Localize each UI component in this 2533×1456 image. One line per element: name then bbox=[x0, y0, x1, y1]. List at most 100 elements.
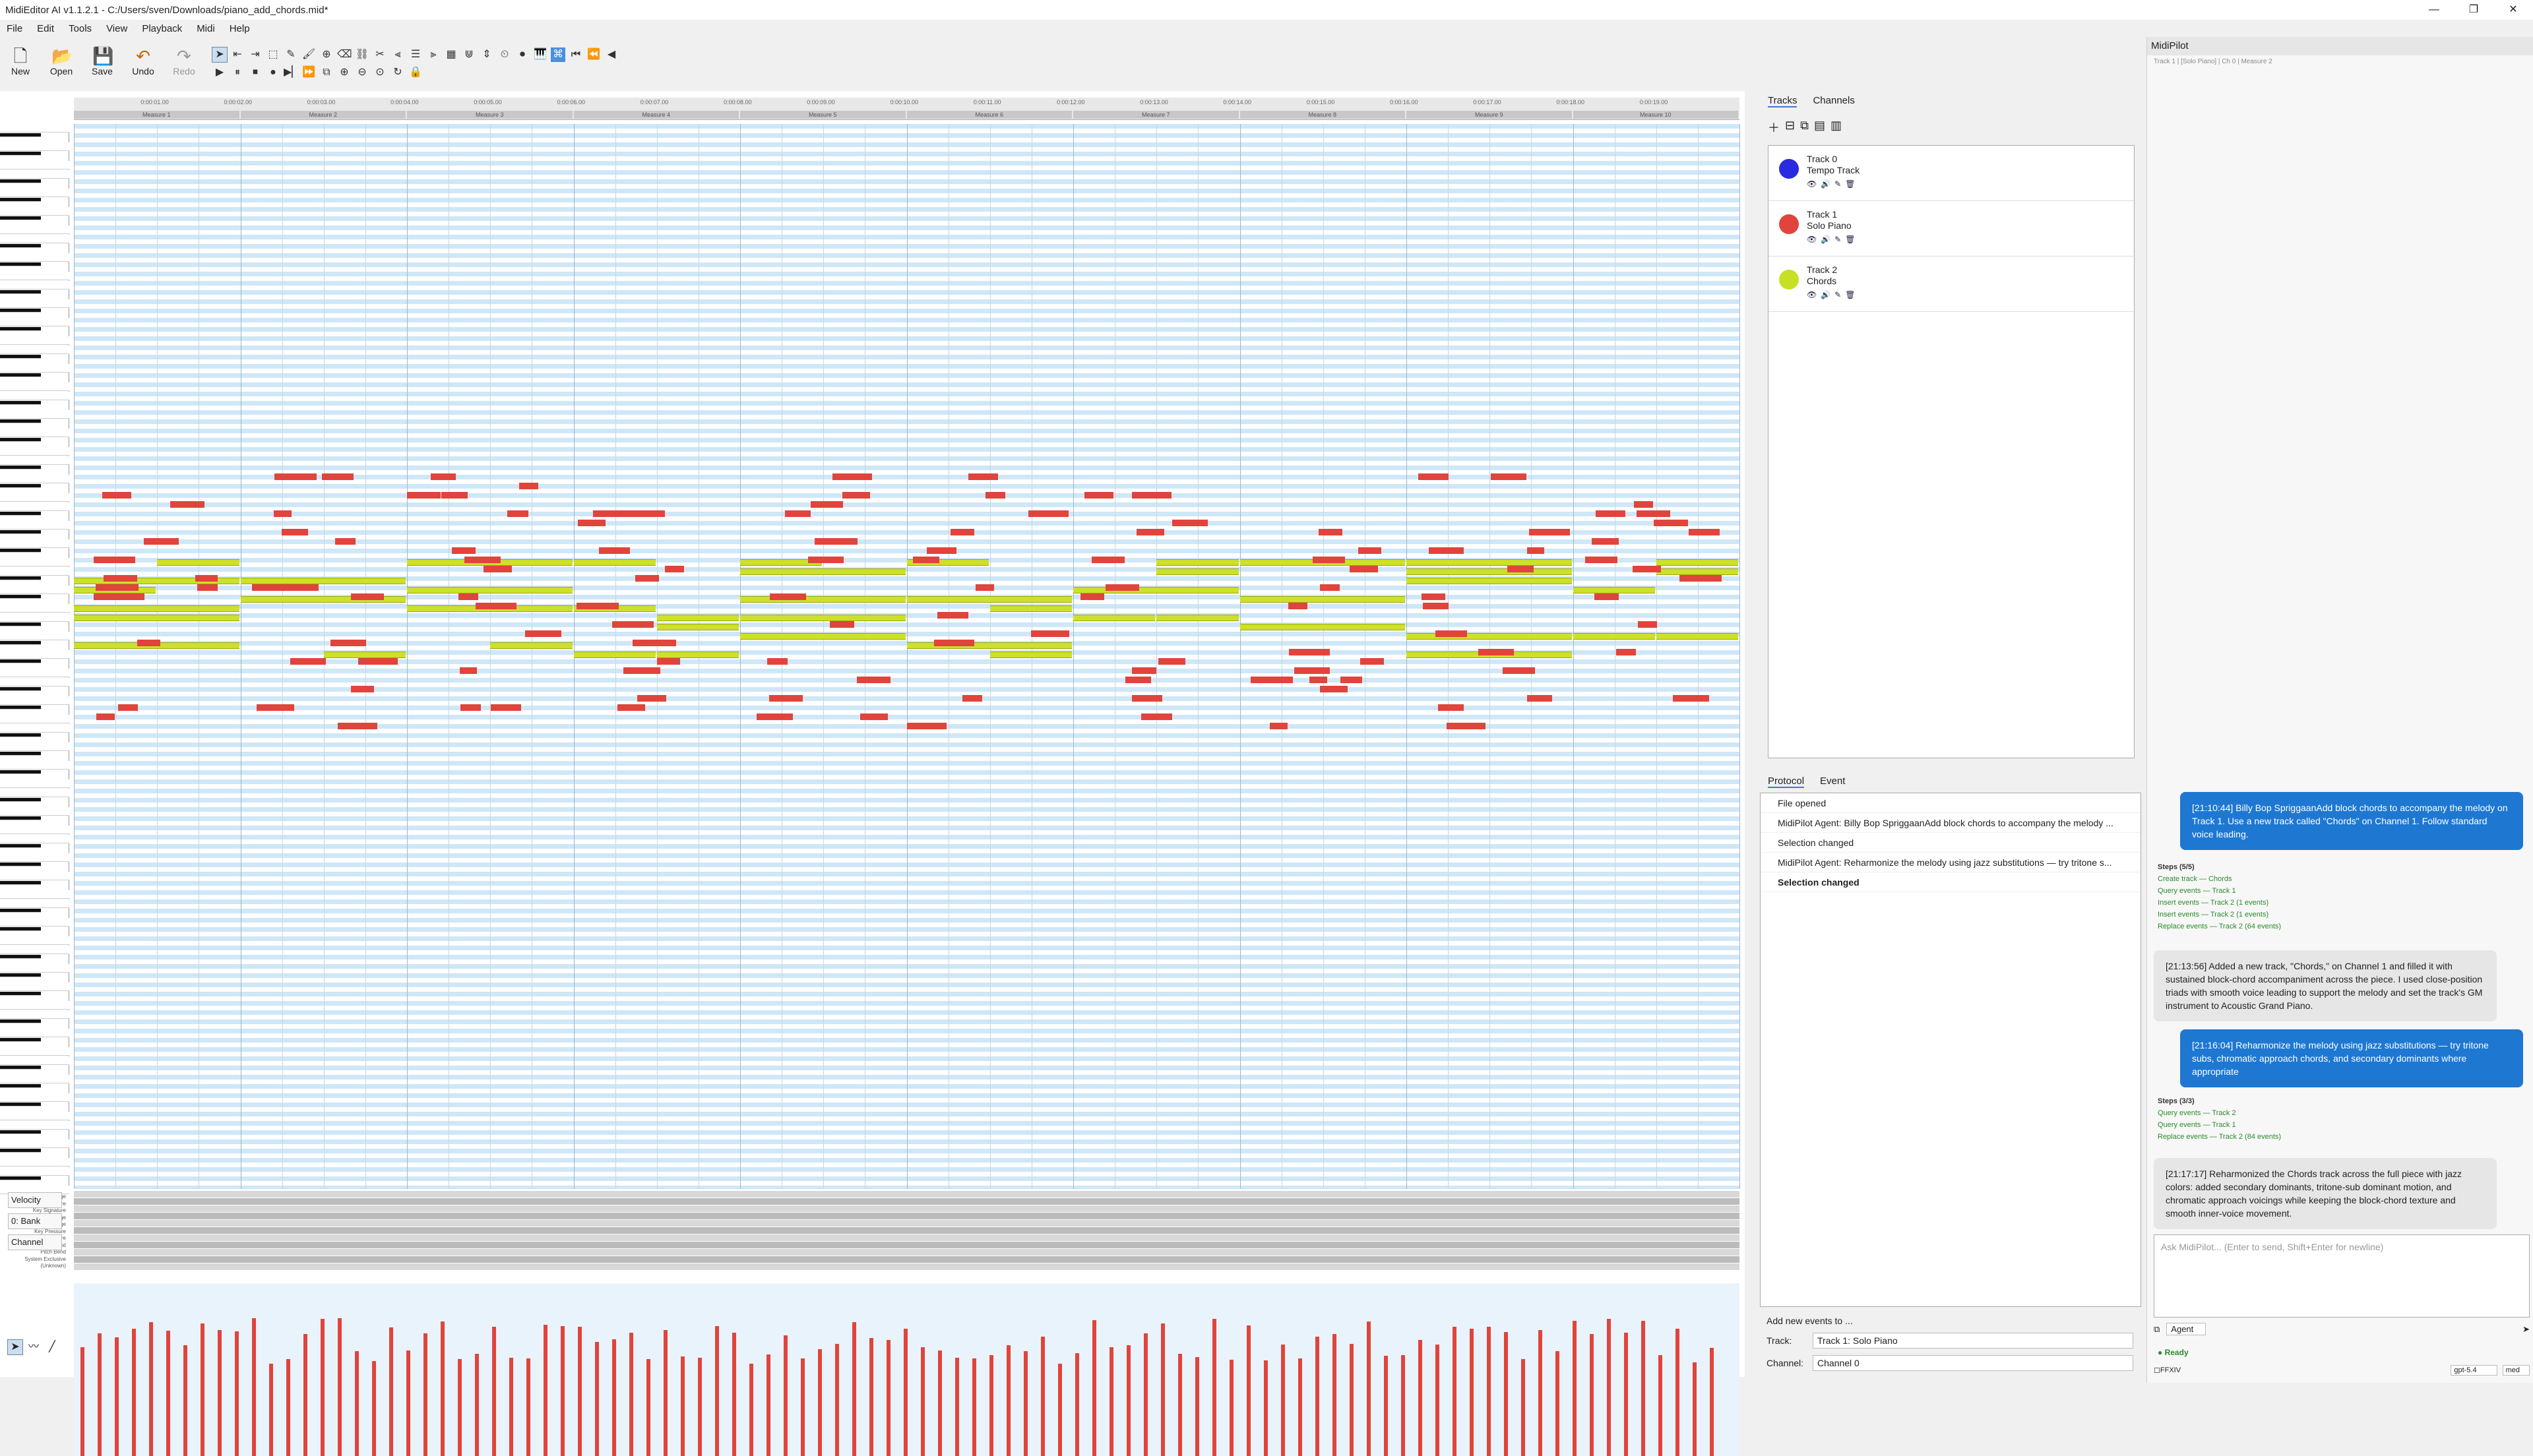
melody-note[interactable] bbox=[1288, 603, 1308, 609]
add-track-icon[interactable]: ＋ bbox=[1768, 119, 1780, 136]
piano-key[interactable] bbox=[0, 198, 41, 202]
piano-key[interactable] bbox=[0, 604, 69, 613]
bank-select[interactable]: 0: Bank bbox=[8, 1213, 62, 1229]
protocol-item[interactable]: MidiPilot Agent: Reharmonize the melody … bbox=[1761, 853, 2141, 872]
remove-track-icon[interactable]: ⊟ bbox=[1785, 119, 1795, 136]
align-center-icon[interactable]: ☰ bbox=[408, 47, 423, 62]
align-left-icon[interactable]: ⫷ bbox=[391, 47, 405, 62]
piano-key[interactable] bbox=[0, 936, 69, 945]
save-button[interactable]: 💾 Save bbox=[82, 40, 123, 76]
piano-key[interactable] bbox=[0, 272, 69, 280]
velocity-bar[interactable] bbox=[1453, 1327, 1456, 1456]
menu-file[interactable]: File bbox=[7, 23, 22, 34]
melody-note[interactable] bbox=[842, 492, 870, 499]
melody-note[interactable] bbox=[1689, 529, 1720, 535]
piano-key[interactable] bbox=[0, 1029, 69, 1037]
piano-key[interactable] bbox=[0, 1112, 69, 1120]
melody-note[interactable] bbox=[577, 603, 619, 609]
velocity-bar[interactable] bbox=[544, 1325, 547, 1456]
velocity-bar[interactable] bbox=[1607, 1319, 1611, 1456]
channel-select[interactable]: Channel bbox=[8, 1234, 62, 1250]
piano-key[interactable] bbox=[0, 1167, 69, 1176]
melody-note[interactable] bbox=[1320, 584, 1340, 591]
event-lane[interactable] bbox=[74, 1227, 1739, 1234]
forward-icon[interactable]: ▶▏ bbox=[284, 65, 298, 80]
open-button[interactable]: 📂 Open bbox=[41, 40, 82, 76]
piano-key[interactable] bbox=[0, 816, 41, 820]
velocity-bar[interactable] bbox=[458, 1359, 462, 1456]
event-lane[interactable] bbox=[74, 1213, 1739, 1219]
velocity-bar[interactable] bbox=[389, 1327, 393, 1456]
piano-key[interactable] bbox=[0, 613, 69, 622]
mode-select[interactable]: Agent bbox=[2166, 1323, 2206, 1335]
track-select[interactable]: Track 1: Solo Piano bbox=[1813, 1333, 2133, 1349]
melody-note[interactable] bbox=[330, 640, 366, 646]
piano-key[interactable] bbox=[0, 641, 41, 645]
piano-key[interactable] bbox=[0, 253, 69, 262]
piano-key[interactable] bbox=[0, 632, 69, 640]
chord-note[interactable] bbox=[657, 624, 739, 630]
chord-note[interactable] bbox=[1656, 633, 1738, 640]
melody-note[interactable] bbox=[1447, 723, 1485, 729]
velocity-bar[interactable] bbox=[1521, 1359, 1525, 1456]
piano-key[interactable] bbox=[0, 576, 41, 580]
velocity-bar[interactable] bbox=[1590, 1334, 1594, 1456]
melody-note[interactable] bbox=[118, 704, 137, 711]
piano-key[interactable] bbox=[0, 650, 69, 659]
chord-note[interactable] bbox=[1073, 615, 1155, 621]
piano-key[interactable] bbox=[0, 456, 69, 465]
velocity-bar[interactable] bbox=[183, 1345, 187, 1456]
velocity-bar[interactable] bbox=[887, 1340, 891, 1456]
piano-key[interactable] bbox=[0, 992, 41, 996]
piano-key[interactable] bbox=[0, 844, 41, 848]
melody-note[interactable] bbox=[491, 704, 521, 711]
melody-note[interactable] bbox=[757, 713, 792, 720]
event-lane[interactable] bbox=[74, 1249, 1739, 1256]
pause-icon[interactable]: ⏸ bbox=[230, 65, 245, 80]
piano-key[interactable] bbox=[0, 853, 69, 862]
select-box-icon[interactable]: ⬚ bbox=[266, 47, 280, 62]
melody-note[interactable] bbox=[195, 575, 218, 582]
melody-note[interactable] bbox=[857, 677, 891, 683]
transpose-icon[interactable]: ⇕ bbox=[480, 47, 494, 62]
forward-measure-icon[interactable]: ⏩ bbox=[301, 65, 316, 80]
piano-key[interactable] bbox=[0, 752, 41, 756]
velocity-bar[interactable] bbox=[989, 1355, 993, 1456]
maximize-button[interactable]: ❐ bbox=[2454, 0, 2493, 20]
piano-key[interactable] bbox=[0, 696, 69, 705]
melody-note[interactable] bbox=[1422, 593, 1445, 600]
piano-key[interactable] bbox=[0, 789, 69, 797]
ffxiv-checkbox[interactable]: ☐ bbox=[2154, 1366, 2160, 1375]
piano-key[interactable] bbox=[0, 1019, 41, 1023]
play-icon[interactable]: ▶ bbox=[212, 65, 227, 80]
piano-key[interactable] bbox=[0, 743, 69, 751]
melody-note[interactable] bbox=[1313, 557, 1346, 563]
velocity-bar[interactable] bbox=[784, 1335, 788, 1456]
melody-note[interactable] bbox=[593, 510, 628, 517]
melody-note[interactable] bbox=[976, 584, 994, 591]
chord-note[interactable] bbox=[1240, 596, 1406, 603]
melody-note[interactable] bbox=[104, 575, 137, 582]
lock-screen-icon[interactable]: ⧉ bbox=[319, 65, 334, 80]
melody-note[interactable] bbox=[197, 584, 218, 591]
menu-edit[interactable]: Edit bbox=[37, 23, 54, 34]
velocity-bar[interactable] bbox=[715, 1326, 719, 1456]
velocity-bar[interactable] bbox=[766, 1354, 770, 1456]
chord-note[interactable] bbox=[907, 642, 1073, 649]
melody-note[interactable] bbox=[460, 667, 477, 674]
melody-note[interactable] bbox=[1350, 566, 1378, 572]
velocity-bar[interactable] bbox=[1195, 1357, 1199, 1456]
piano-key[interactable] bbox=[0, 318, 69, 326]
melody-note[interactable] bbox=[1309, 677, 1327, 683]
piano-key[interactable] bbox=[0, 124, 69, 133]
piano-key[interactable] bbox=[0, 659, 41, 663]
piano-key[interactable] bbox=[0, 724, 69, 733]
chord-note[interactable] bbox=[490, 642, 572, 649]
melody-note[interactable] bbox=[767, 658, 788, 665]
piano-key[interactable] bbox=[0, 521, 69, 530]
piano-key[interactable] bbox=[0, 779, 69, 788]
velocity-bar[interactable] bbox=[1367, 1321, 1371, 1456]
protocol-item[interactable]: Selection changed bbox=[1761, 833, 2141, 853]
piano-key[interactable] bbox=[0, 530, 41, 534]
chord-note[interactable] bbox=[990, 605, 1072, 612]
